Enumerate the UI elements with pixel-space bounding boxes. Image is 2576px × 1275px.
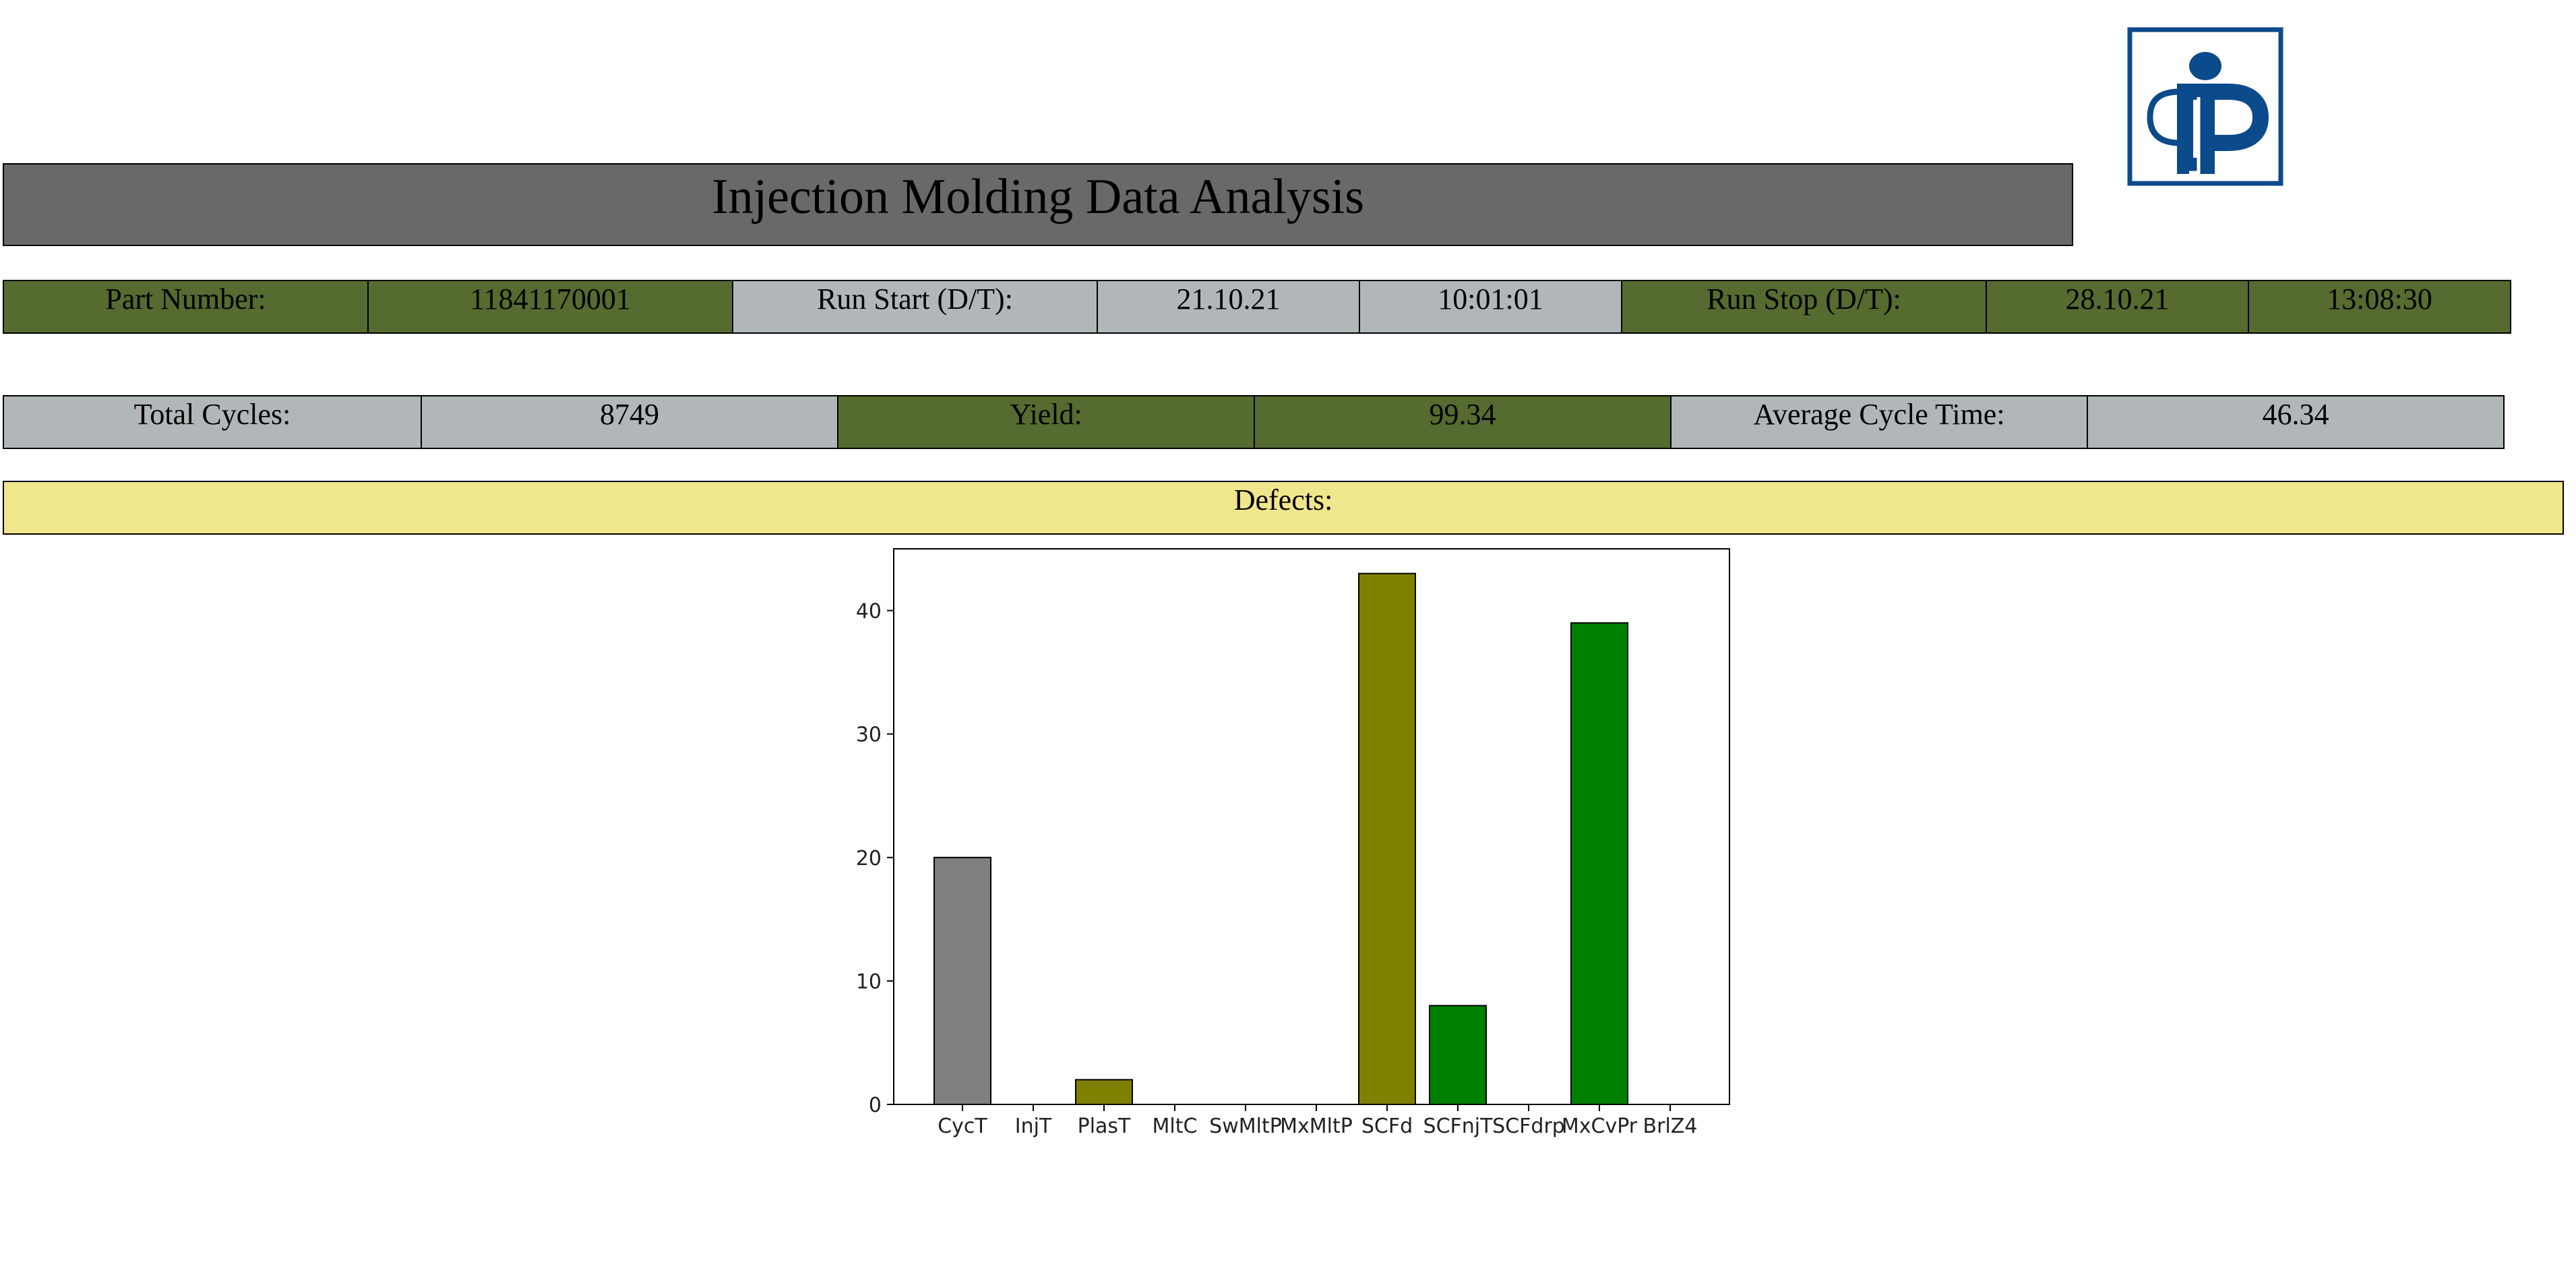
x-tick-label-MxMltP: MxMltP <box>1280 1115 1353 1138</box>
bar-SCFd <box>1358 572 1416 1106</box>
bar-MxCvPr <box>1570 622 1628 1106</box>
yield-value: 99.34 <box>1254 395 1672 449</box>
bar-SCFnjT <box>1429 1005 1487 1105</box>
defects-header: Defects: <box>3 481 2564 535</box>
x-tick-label-SwMltP: SwMltP <box>1209 1115 1282 1138</box>
run-stop-label: Run Stop (D/T): <box>1621 280 1987 334</box>
run-start-time: 10:01:01 <box>1359 280 1622 334</box>
total-cycles-label: Total Cycles: <box>3 395 422 449</box>
x-tick-label-MltC: MltC <box>1153 1115 1198 1138</box>
yield-label: Yield: <box>837 395 1255 449</box>
x-tick-label-InjT: InjT <box>1015 1115 1052 1138</box>
x-tick-label-SCFd: SCFd <box>1361 1115 1413 1138</box>
x-tick-label-SCFnjT: SCFnjT <box>1423 1115 1494 1138</box>
y-tick-label: 10 <box>856 970 882 994</box>
total-cycles-value: 8749 <box>421 395 838 449</box>
run-start-date: 21.10.21 <box>1097 280 1360 334</box>
y-tick-label: 20 <box>856 847 882 870</box>
y-tick-label: 40 <box>856 600 882 624</box>
x-tick-label-CycT: CycT <box>938 1115 987 1138</box>
run-stop-date: 28.10.21 <box>1986 280 2249 334</box>
page-title: Injection Molding Data Analysis <box>3 163 2073 246</box>
x-tick-label-BrlZ4: BrlZ4 <box>1643 1115 1698 1138</box>
bar-PlasT <box>1075 1079 1133 1106</box>
x-tick-label-MxCvPr: MxCvPr <box>1562 1115 1638 1138</box>
run-stop-time: 13:08:30 <box>2248 280 2511 334</box>
x-tick-label-SCFdrp: SCFdrp <box>1492 1115 1565 1138</box>
part-number-value: 11841170001 <box>367 280 733 334</box>
bar-CycT <box>933 856 991 1105</box>
avg-cycle-time-label: Average Cycle Time: <box>1670 395 2088 449</box>
part-number-label: Part Number: <box>3 280 369 334</box>
y-tick-label: 0 <box>869 1094 882 1117</box>
x-tick-label-PlasT: PlasT <box>1078 1115 1131 1138</box>
run-start-label: Run Start (D/T): <box>732 280 1098 334</box>
ip-monogram-logo-icon <box>2127 27 2283 186</box>
avg-cycle-time-value: 46.34 <box>2087 395 2505 449</box>
y-tick-label: 30 <box>856 723 882 747</box>
